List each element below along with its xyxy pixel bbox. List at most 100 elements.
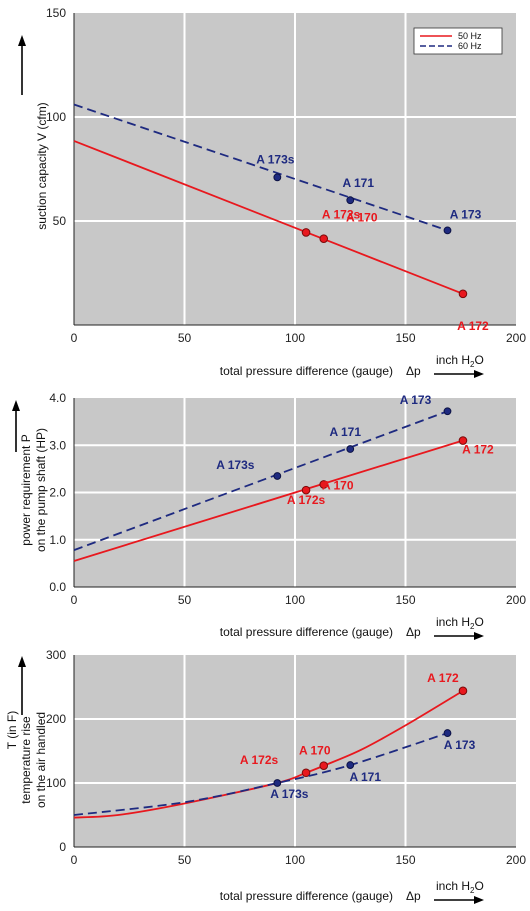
chart-panel-3: 0 50 100 150 200 0 100 200 300 total pressure dif… — [5, 648, 526, 904]
x-unit-label: inch H2O — [436, 615, 484, 631]
series-line-red — [73, 439, 464, 562]
y-tick-label: 100 — [46, 110, 66, 124]
y-tick-label: 150 — [46, 6, 66, 20]
data-point — [346, 196, 355, 205]
data-point-label: A 170 — [299, 744, 331, 758]
data-point — [319, 234, 329, 243]
data-point — [301, 228, 311, 237]
x-tick-label: 200 — [506, 593, 526, 607]
data-point-label: A 170 — [346, 211, 378, 225]
data-point — [273, 779, 282, 787]
chart-panel-2: 0 50 100 150 200 0.0 1.0 2.0 3.0 4.0 total pressur… — [12, 391, 526, 640]
data-point — [346, 445, 355, 453]
x-axis-label: total pressure difference (gauge) — [220, 625, 393, 639]
x-unit-prefix: inch H — [436, 353, 470, 367]
y-tick-label: 300 — [46, 648, 66, 662]
data-point-label: A 173 — [444, 738, 476, 752]
data-point — [273, 173, 282, 182]
x-unit-suffix: O — [474, 353, 483, 367]
y-tick-label: 4.0 — [49, 391, 66, 405]
data-point-label: A 172s — [240, 753, 279, 767]
data-point-label: A 173 — [450, 207, 482, 221]
x-arrow-head — [474, 370, 484, 378]
data-point-label: A 171 — [349, 770, 381, 784]
data-point-label: A 173s — [256, 152, 295, 166]
y-axis-label-line2: on the pump shaft (HP) — [34, 428, 48, 552]
x-tick-label: 50 — [178, 853, 192, 867]
data-point-label: A 172 — [427, 671, 459, 685]
y-tick-label: 3.0 — [49, 438, 66, 452]
x-tick-label: 50 — [178, 593, 192, 607]
data-point — [458, 686, 468, 696]
x-tick-label: 50 — [178, 331, 192, 345]
data-point-label: A 173s — [270, 787, 309, 801]
x-unit-subscript: 2 — [470, 622, 475, 631]
legend-box — [413, 27, 503, 55]
x-unit-subscript: 2 — [470, 360, 475, 369]
y-axis-label-line2: on the air handled — [34, 712, 48, 808]
y-axis-symbol-group: T (in F) — [5, 711, 19, 749]
data-point-label: A 172 — [457, 319, 489, 333]
x-tick-label: 100 — [285, 853, 305, 867]
x-tick-label: 0 — [71, 593, 78, 607]
data-point-label: A 171 — [329, 425, 361, 439]
x-unit-prefix: inch H — [436, 615, 470, 629]
y-tick-label: 100 — [46, 776, 66, 790]
x-arrow-head — [474, 632, 484, 640]
x-unit-suffix: O — [474, 879, 483, 893]
x-tick-label: 200 — [506, 853, 526, 867]
y-arrow-head — [18, 656, 26, 667]
data-point — [458, 289, 468, 299]
x-axis-symbol: Δp — [406, 364, 421, 378]
y-tick-label: 200 — [46, 712, 66, 726]
y-tick-label: 50 — [53, 214, 67, 228]
y-axis-label: power requirement P — [19, 434, 33, 545]
chart-panel-1: 0 50 100 150 200 50 100 150 total pressure diffe… — [18, 6, 526, 378]
y-tick-label: 1.0 — [49, 533, 66, 547]
x-tick-label: 150 — [395, 593, 415, 607]
data-point — [301, 768, 311, 778]
x-unit-prefix: inch H — [436, 879, 470, 893]
x-unit-suffix: O — [474, 615, 483, 629]
data-point — [443, 729, 452, 737]
x-tick-label: 100 — [285, 593, 305, 607]
x-unit-subscript: 2 — [470, 886, 475, 895]
y-tick-label: 0 — [59, 840, 66, 854]
x-axis-symbol: Δp — [406, 625, 421, 639]
data-point — [301, 485, 311, 495]
x-tick-label: 150 — [395, 853, 415, 867]
x-unit-label: inch H2O — [436, 879, 484, 895]
data-point — [346, 761, 355, 769]
data-point — [443, 226, 452, 235]
data-point-label: A 172s — [322, 207, 361, 221]
series-line-red — [73, 140, 464, 295]
data-point-label: A 173s — [216, 458, 255, 472]
data-point-label: A 172s — [287, 493, 326, 507]
x-tick-label: 100 — [285, 331, 305, 345]
x-unit-label: inch H2O — [436, 353, 484, 369]
y-arrow-head — [12, 400, 20, 411]
data-point — [319, 480, 329, 489]
y-axis-label-group: suction capacity V (cfm) — [35, 102, 49, 229]
y-axis-label: suction capacity V (cfm) — [35, 102, 49, 229]
x-axis-label: total pressure difference (gauge) — [220, 889, 393, 903]
y-tick-label: 0.0 — [49, 580, 66, 594]
y-tick-label: 2.0 — [49, 486, 66, 500]
x-axis-symbol: Δp — [406, 889, 421, 903]
y-axis-symbol: T (in F) — [5, 711, 19, 749]
y-axis-label: temperature rise — [19, 716, 33, 804]
series-line-blue — [73, 103, 448, 232]
x-tick-label: 0 — [71, 853, 78, 867]
x-tick-label: 150 — [395, 331, 415, 345]
x-tick-label: 200 — [506, 331, 526, 345]
data-point-label: A 171 — [342, 176, 374, 190]
y-axis-label-group: temperature rise on the air handled — [19, 712, 48, 808]
series-line-blue — [73, 410, 448, 551]
data-point — [273, 472, 282, 480]
legend-entry: 60 Hz — [458, 41, 482, 51]
data-point — [443, 407, 452, 416]
data-point-label: A 172 — [462, 443, 494, 457]
x-axis-label: total pressure difference (gauge) — [220, 364, 393, 378]
